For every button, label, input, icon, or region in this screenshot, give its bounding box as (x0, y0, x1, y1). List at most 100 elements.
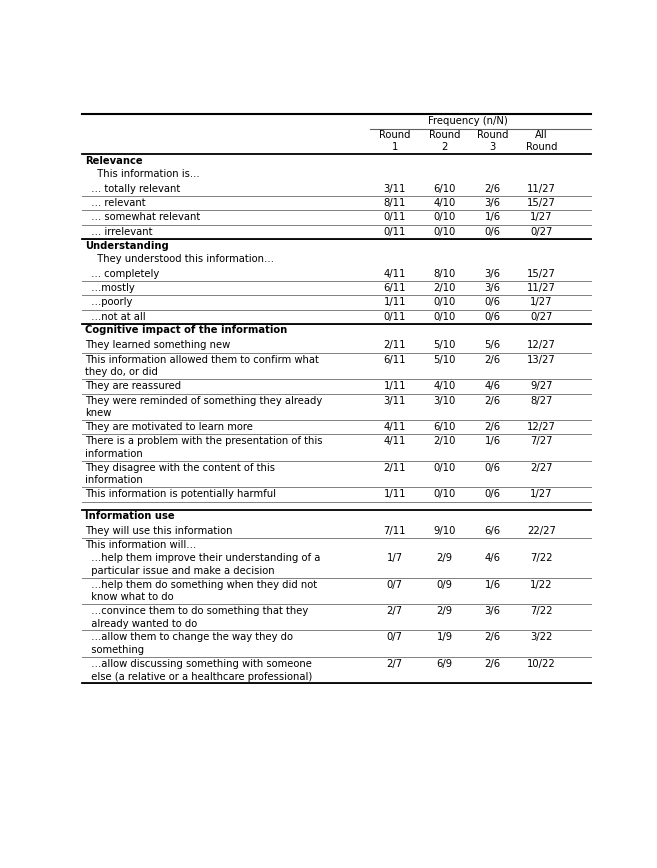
Text: else (a relative or a healthcare professional): else (a relative or a healthcare profess… (85, 672, 312, 681)
Text: 0/10: 0/10 (434, 490, 456, 499)
Text: …help them do something when they did not: …help them do something when they did no… (85, 580, 317, 589)
Text: 0/6: 0/6 (484, 490, 501, 499)
Text: know what to do: know what to do (85, 592, 173, 602)
Text: 5/6: 5/6 (484, 340, 501, 351)
Text: 3/10: 3/10 (434, 396, 456, 405)
Text: 6/6: 6/6 (484, 526, 501, 536)
Text: 2/11: 2/11 (384, 340, 406, 351)
Text: 6/11: 6/11 (384, 283, 406, 293)
Text: 0/10: 0/10 (434, 463, 456, 473)
Text: 4/11: 4/11 (384, 268, 406, 279)
Text: 12/27: 12/27 (527, 340, 556, 351)
Text: particular issue and make a decision: particular issue and make a decision (85, 566, 274, 576)
Text: 22/27: 22/27 (527, 526, 556, 536)
Text: …convince them to do something that they: …convince them to do something that they (85, 606, 308, 616)
Text: 1/22: 1/22 (530, 580, 553, 589)
Text: Relevance: Relevance (85, 155, 143, 166)
Text: 6/11: 6/11 (384, 355, 406, 365)
Text: 8/27: 8/27 (530, 396, 553, 405)
Text: 7/22: 7/22 (530, 553, 553, 563)
Text: 15/27: 15/27 (527, 268, 556, 279)
Text: All: All (535, 130, 548, 141)
Text: …allow them to change the way they do: …allow them to change the way they do (85, 633, 292, 642)
Text: 4/11: 4/11 (384, 437, 406, 446)
Text: 0/7: 0/7 (387, 633, 403, 642)
Text: 2/11: 2/11 (384, 463, 406, 473)
Text: 10/22: 10/22 (527, 659, 556, 669)
Text: This information allowed them to confirm what: This information allowed them to confirm… (85, 355, 319, 365)
Text: 2/6: 2/6 (484, 633, 501, 642)
Text: 0/10: 0/10 (434, 213, 456, 222)
Text: Understanding: Understanding (85, 240, 168, 251)
Text: 4/6: 4/6 (484, 553, 501, 563)
Text: 3/6: 3/6 (484, 283, 501, 293)
Text: they do, or did: they do, or did (85, 367, 158, 378)
Text: 1/6: 1/6 (484, 580, 501, 589)
Text: …mostly: …mostly (85, 283, 135, 293)
Text: 2/27: 2/27 (530, 463, 553, 473)
Text: …not at all: …not at all (85, 312, 145, 322)
Text: 3/6: 3/6 (484, 268, 501, 279)
Text: They are motivated to learn more: They are motivated to learn more (85, 422, 252, 432)
Text: information: information (85, 476, 143, 485)
Text: 2/10: 2/10 (434, 437, 456, 446)
Text: 3/6: 3/6 (484, 606, 501, 616)
Text: They were reminded of something they already: They were reminded of something they alr… (85, 396, 322, 405)
Text: …allow discussing something with someone: …allow discussing something with someone (85, 659, 311, 669)
Text: They learned something new: They learned something new (85, 340, 230, 351)
Text: 0/6: 0/6 (484, 463, 501, 473)
Text: 1/6: 1/6 (484, 437, 501, 446)
Text: information: information (85, 449, 143, 459)
Text: 0/9: 0/9 (437, 580, 453, 589)
Text: 13/27: 13/27 (527, 355, 556, 365)
Text: 15/27: 15/27 (527, 198, 556, 208)
Text: 0/27: 0/27 (530, 312, 553, 322)
Text: 0/11: 0/11 (384, 213, 406, 222)
Text: already wanted to do: already wanted to do (85, 619, 197, 628)
Text: something: something (85, 645, 144, 655)
Text: 7/27: 7/27 (530, 437, 553, 446)
Text: 11/27: 11/27 (527, 184, 556, 194)
Text: Round: Round (477, 130, 509, 141)
Text: 9/27: 9/27 (530, 381, 553, 391)
Text: They will use this information: They will use this information (85, 526, 232, 536)
Text: … relevant: … relevant (85, 198, 145, 208)
Text: 4/11: 4/11 (384, 422, 406, 432)
Text: … irrelevant: … irrelevant (85, 227, 152, 237)
Text: 3/6: 3/6 (484, 198, 501, 208)
Text: 8/11: 8/11 (384, 198, 406, 208)
Text: Round: Round (429, 130, 461, 141)
Text: 6/10: 6/10 (434, 184, 456, 194)
Text: 3/22: 3/22 (530, 633, 553, 642)
Text: …help them improve their understanding of a: …help them improve their understanding o… (85, 553, 320, 563)
Text: 4/10: 4/10 (434, 198, 456, 208)
Text: 3: 3 (489, 142, 495, 152)
Text: This information is potentially harmful: This information is potentially harmful (85, 490, 276, 499)
Text: 5/10: 5/10 (434, 340, 456, 351)
Text: 11/27: 11/27 (527, 283, 556, 293)
Text: …poorly: …poorly (85, 298, 132, 307)
Text: ... completely: ... completely (85, 268, 159, 279)
Text: They are reassured: They are reassured (85, 381, 181, 391)
Text: 0/7: 0/7 (387, 580, 403, 589)
Text: They understood this information…: They understood this information… (91, 254, 274, 264)
Text: knew: knew (85, 408, 111, 418)
Text: 2/6: 2/6 (484, 422, 501, 432)
Text: 2/9: 2/9 (437, 606, 453, 616)
Text: 0/6: 0/6 (484, 312, 501, 322)
Text: 1/11: 1/11 (384, 381, 406, 391)
Text: 6/10: 6/10 (434, 422, 456, 432)
Text: 2: 2 (442, 142, 448, 152)
Text: 2/6: 2/6 (484, 659, 501, 669)
Text: 0/6: 0/6 (484, 227, 501, 237)
Text: Round: Round (379, 130, 411, 141)
Text: 7/22: 7/22 (530, 606, 553, 616)
Text: 0/11: 0/11 (384, 227, 406, 237)
Text: This information will…: This information will… (85, 540, 196, 549)
Text: 6/9: 6/9 (437, 659, 453, 669)
Text: Cognitive impact of the information: Cognitive impact of the information (85, 326, 287, 335)
Text: 12/27: 12/27 (527, 422, 556, 432)
Text: 2/7: 2/7 (387, 659, 403, 669)
Text: 0/11: 0/11 (384, 312, 406, 322)
Text: They disagree with the content of this: They disagree with the content of this (85, 463, 275, 473)
